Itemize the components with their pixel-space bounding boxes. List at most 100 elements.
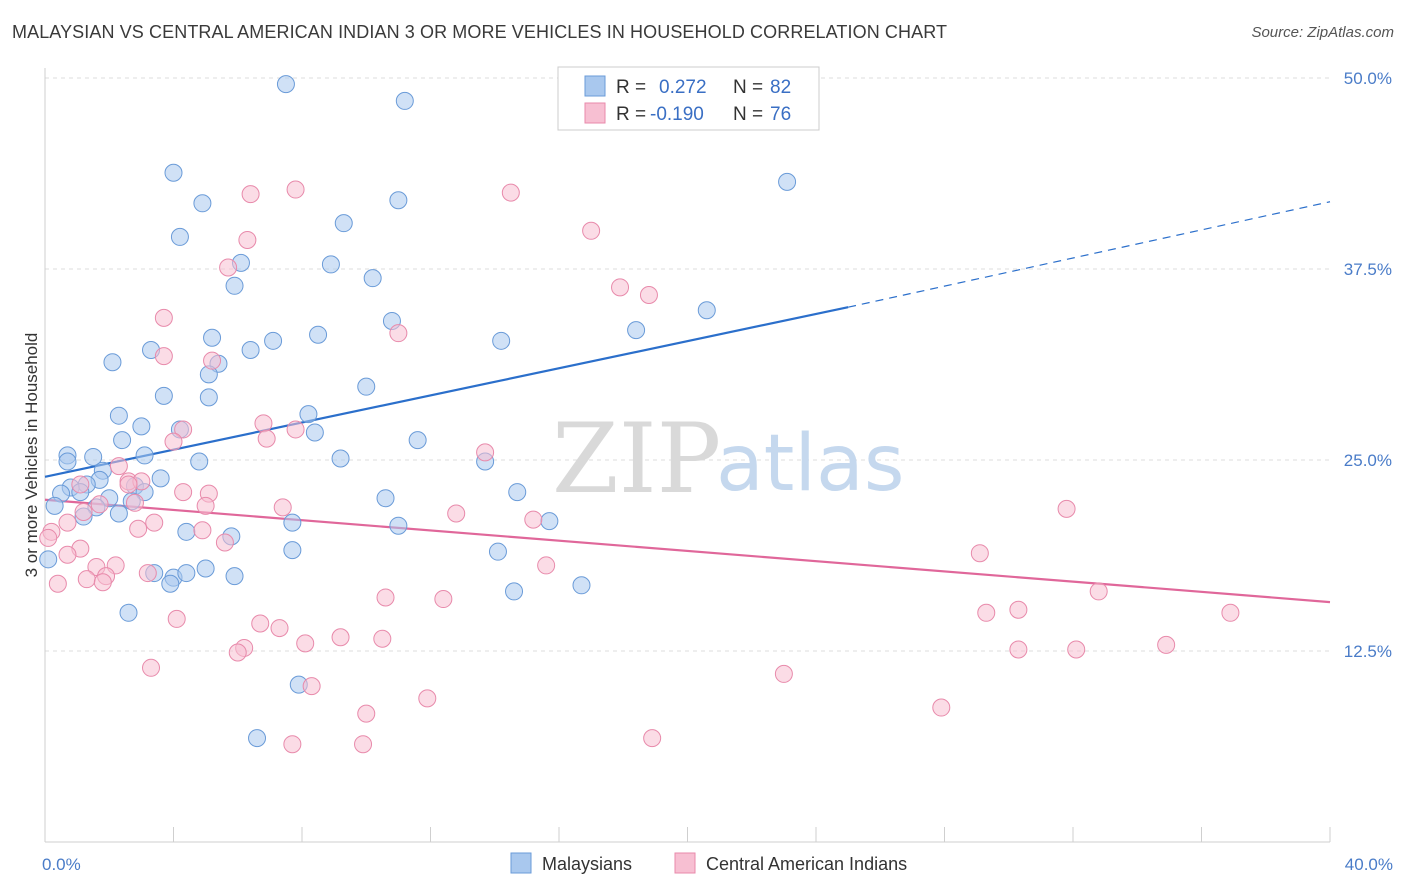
stats-n-label-1: N =	[733, 77, 763, 98]
point-central-american-indians	[354, 735, 373, 754]
point-central-american-indians	[193, 521, 212, 540]
point-central-american-indians	[1089, 582, 1108, 601]
point-central-american-indians	[286, 420, 305, 439]
point-malaysians	[190, 452, 209, 471]
point-central-american-indians	[1057, 499, 1076, 518]
y-tick-label: 50.0%	[1344, 69, 1392, 88]
point-malaysians	[299, 405, 318, 424]
point-malaysians	[119, 603, 138, 622]
point-central-american-indians	[376, 588, 395, 607]
point-central-american-indians	[273, 498, 292, 517]
point-central-american-indians	[970, 544, 989, 563]
point-malaysians	[283, 541, 302, 560]
point-central-american-indians	[154, 347, 173, 366]
point-central-american-indians	[215, 533, 234, 552]
point-malaysians	[492, 331, 511, 350]
point-central-american-indians	[357, 704, 376, 723]
point-malaysians	[225, 276, 244, 295]
point-malaysians	[109, 406, 128, 425]
point-malaysians	[276, 75, 295, 94]
x-tick-label: 0.0%	[42, 855, 81, 874]
point-central-american-indians	[77, 570, 96, 589]
series-legend: Malaysians Central American Indians	[510, 852, 907, 874]
point-malaysians	[305, 423, 324, 442]
chart-title: MALAYSIAN VS CENTRAL AMERICAN INDIAN 3 O…	[12, 22, 948, 42]
point-central-american-indians	[296, 634, 315, 653]
point-malaysians	[241, 340, 260, 359]
stats-r-label-1: R =	[616, 77, 646, 98]
x-tick-labels: 0.0% 40.0%	[42, 855, 1393, 874]
point-central-american-indians	[203, 351, 222, 370]
point-central-american-indians	[476, 443, 495, 462]
point-central-american-indians	[977, 603, 996, 622]
point-central-american-indians	[138, 564, 157, 583]
point-malaysians	[193, 194, 212, 213]
point-malaysians	[376, 489, 395, 508]
point-central-american-indians	[241, 185, 260, 204]
point-malaysians	[540, 512, 559, 531]
point-central-american-indians	[643, 729, 662, 748]
point-malaysians	[109, 504, 128, 523]
stats-r-label-2: R =	[616, 104, 646, 125]
point-central-american-indians	[58, 513, 77, 532]
y-tick-label: 12.5%	[1344, 642, 1392, 661]
point-central-american-indians	[39, 528, 58, 547]
point-central-american-indians	[219, 258, 238, 277]
point-central-american-indians	[93, 573, 112, 592]
point-central-american-indians	[167, 609, 186, 628]
point-malaysians	[283, 513, 302, 532]
trend-malaysians-projection	[847, 201, 1331, 308]
point-malaysians	[132, 417, 151, 436]
point-malaysians	[331, 449, 350, 468]
point-malaysians	[113, 431, 132, 450]
point-malaysians	[225, 567, 244, 586]
y-tick-label: 37.5%	[1344, 260, 1392, 279]
point-central-american-indians	[251, 614, 270, 633]
point-malaysians	[697, 301, 716, 320]
point-malaysians	[164, 163, 183, 182]
point-malaysians	[151, 469, 170, 488]
point-malaysians	[170, 227, 189, 246]
point-malaysians	[488, 542, 507, 561]
point-malaysians	[248, 729, 267, 748]
point-malaysians	[363, 269, 382, 288]
point-malaysians	[408, 431, 427, 450]
point-central-american-indians	[119, 475, 138, 494]
point-central-american-indians	[389, 324, 408, 343]
point-malaysians	[508, 483, 527, 502]
stats-swatch-central-american-indians	[584, 102, 606, 124]
point-malaysians	[154, 386, 173, 405]
point-central-american-indians	[932, 698, 951, 717]
point-central-american-indians	[142, 658, 161, 677]
point-malaysians	[389, 191, 408, 210]
point-malaysians	[39, 550, 58, 569]
point-central-american-indians	[254, 414, 273, 433]
point-central-american-indians	[90, 495, 109, 514]
point-central-american-indians	[174, 483, 193, 502]
point-central-american-indians	[1221, 603, 1240, 622]
point-central-american-indians	[1009, 640, 1028, 659]
point-malaysians	[572, 576, 591, 595]
watermark-atlas: atlas	[716, 419, 905, 509]
point-malaysians	[357, 377, 376, 396]
point-malaysians	[389, 516, 408, 535]
legend-label-central-american-indians: Central American Indians	[706, 854, 907, 874]
point-central-american-indians	[418, 689, 437, 708]
point-central-american-indians	[1067, 640, 1086, 659]
axes	[44, 68, 1331, 843]
point-malaysians	[627, 321, 646, 340]
point-central-american-indians	[154, 308, 173, 327]
point-malaysians	[264, 331, 283, 350]
point-central-american-indians	[270, 619, 289, 638]
legend-swatch-central-american-indians	[674, 852, 696, 874]
data-points	[39, 75, 1240, 754]
point-central-american-indians	[611, 278, 630, 297]
legend-swatch-malaysians	[510, 852, 532, 874]
point-malaysians	[135, 446, 154, 465]
point-malaysians	[203, 328, 222, 347]
point-central-american-indians	[774, 664, 793, 683]
y-tick-labels: 12.5% 25.0% 37.5% 50.0%	[1344, 69, 1392, 661]
point-central-american-indians	[196, 496, 215, 515]
point-malaysians	[778, 172, 797, 191]
point-central-american-indians	[174, 420, 193, 439]
